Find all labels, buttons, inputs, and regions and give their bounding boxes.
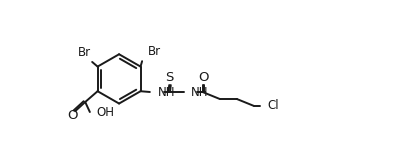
Text: O: O [67,109,77,122]
Text: OH: OH [96,106,114,119]
Text: O: O [198,71,208,84]
Text: NH: NH [158,86,175,99]
Text: S: S [165,71,173,84]
Text: Br: Br [77,46,91,59]
Text: NH: NH [191,86,208,99]
Text: Br: Br [148,45,162,58]
Text: Cl: Cl [268,99,279,112]
